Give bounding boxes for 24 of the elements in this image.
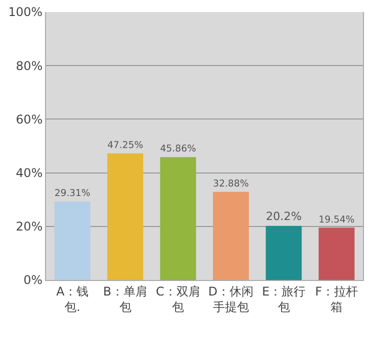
y-tick-label: 60% [16, 112, 43, 126]
x-tick-label: F：拉杆箱 [315, 284, 358, 314]
data-label: 47.25% [107, 140, 144, 152]
data-label: 29.31% [54, 188, 90, 200]
bar [266, 226, 302, 280]
bar [160, 157, 196, 280]
data-label: 19.54% [318, 214, 355, 226]
data-label: 20.2% [266, 210, 302, 224]
x-tick-label: E：旅行包 [262, 284, 306, 314]
y-tick-label: 80% [16, 58, 43, 73]
y-tick-label: 0% [24, 273, 43, 288]
bar [107, 153, 144, 280]
data-label: 32.88% [212, 178, 249, 190]
x-tick-label: D：休闲手提包 [208, 284, 254, 314]
x-tick-label: B：单肩包 [103, 284, 148, 314]
y-tick-label: 100% [8, 5, 43, 20]
y-tick-label: 20% [16, 220, 43, 234]
bar [212, 192, 249, 280]
x-tick-label: A：钱包. [56, 284, 89, 314]
data-label: 45.86% [160, 144, 196, 155]
x-tick-label: C：双肩包 [156, 284, 200, 314]
bar [318, 228, 355, 280]
bar [54, 201, 90, 280]
y-tick-label: 40% [16, 166, 43, 180]
